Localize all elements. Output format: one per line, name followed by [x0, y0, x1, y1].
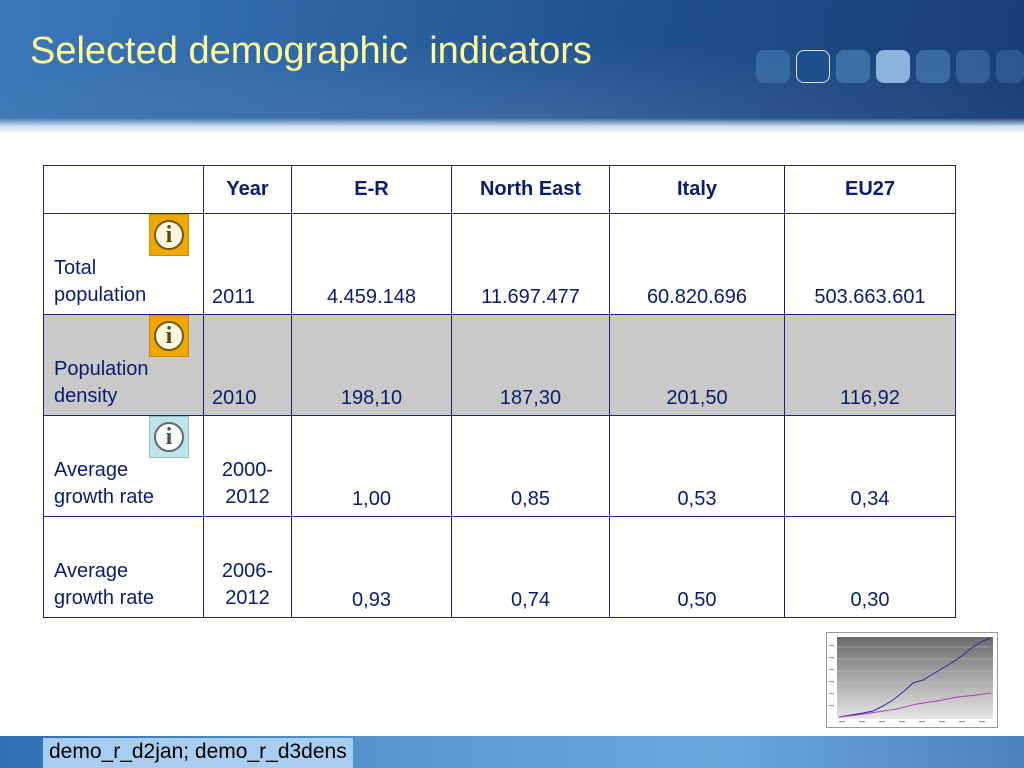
header-cell-eu27: EU27: [784, 165, 956, 214]
table-row-average-growth-2006-2012: Average growth rate 2006- 2012 0,93 0,74…: [43, 516, 956, 618]
value-cell-er: 198,10: [291, 314, 452, 416]
row-label-line1: Total: [54, 257, 97, 279]
row-label-line2: growth rate: [54, 587, 155, 609]
info-button[interactable]: i: [149, 315, 189, 357]
info-button[interactable]: i: [149, 416, 189, 458]
value-cell-north-east: 11.697.477: [451, 213, 610, 315]
thumbnail-gridlines: [837, 646, 993, 708]
value-cell-er: 0,93: [291, 516, 452, 618]
value-cell-north-east: 187,30: [451, 314, 610, 416]
table-row-total-population: i Total population 2011 4.459.148 11.697…: [43, 213, 956, 315]
table-row-average-growth-2000-2012: i Average growth rate 2000- 2012 1,00 0,…: [43, 415, 956, 517]
thumbnail-line-series: [838, 637, 992, 718]
year-cell: 2011: [203, 213, 292, 315]
row-label: i Total population: [43, 213, 204, 315]
value-cell-north-east: 0,74: [451, 516, 610, 618]
info-icon: i: [154, 321, 184, 351]
row-label-line2: growth rate: [54, 486, 155, 508]
deco-square: [836, 50, 870, 83]
value-cell-italy: 60.820.696: [609, 213, 785, 315]
row-label-line1: Average: [54, 459, 129, 481]
deco-square: [996, 50, 1024, 83]
row-label-line1: Population: [54, 358, 149, 380]
info-icon: i: [154, 422, 184, 452]
value-cell-eu27: 116,92: [784, 314, 956, 416]
deco-square: [916, 50, 950, 83]
deco-square: [956, 50, 990, 83]
table-row-population-density: i Population density 2010 198,10 187,30 …: [43, 314, 956, 416]
year-line2: 2012: [225, 587, 270, 609]
value-cell-er: 1,00: [291, 415, 452, 517]
table-header-row: Year E-R North East Italy EU27: [43, 165, 956, 214]
chart-thumbnail-image: [827, 633, 997, 727]
row-label-line2: density: [54, 385, 118, 407]
info-icon: i: [154, 220, 184, 250]
header-banner: Selected demographic indicators: [0, 0, 1024, 132]
thumbnail-axis-ticks: [829, 645, 985, 723]
year-line2: 2012: [225, 486, 270, 508]
row-label-line1: Average: [54, 560, 129, 582]
chart-thumbnail[interactable]: [826, 632, 998, 728]
deco-square: [796, 50, 830, 83]
value-cell-er: 4.459.148: [291, 213, 452, 315]
value-cell-italy: 0,50: [609, 516, 785, 618]
row-label: i Average growth rate: [43, 415, 204, 517]
year-line1: 2006-: [221, 560, 274, 582]
header-cell-empty: [43, 165, 204, 214]
header-cell-er: E-R: [291, 165, 452, 214]
value-cell-north-east: 0,85: [451, 415, 610, 517]
year-cell: 2006- 2012: [203, 516, 292, 618]
value-cell-eu27: 0,30: [784, 516, 956, 618]
value-cell-italy: 0,53: [609, 415, 785, 517]
row-label-line2: population: [54, 284, 147, 306]
deco-square: [876, 50, 910, 83]
value-cell-italy: 201,50: [609, 314, 785, 416]
header-cell-year: Year: [203, 165, 292, 214]
header-cell-north-east: North East: [451, 165, 610, 214]
deco-square: [756, 50, 790, 83]
slide-title: Selected demographic indicators: [30, 30, 592, 72]
year-line1: 2000-: [221, 459, 274, 481]
row-label: Average growth rate: [43, 516, 204, 618]
year-cell: 2010: [203, 314, 292, 416]
value-cell-eu27: 0,34: [784, 415, 956, 517]
indicators-table: Year E-R North East Italy EU27 i Total p…: [43, 165, 956, 618]
source-label: demo_r_d2jan; demo_r_d3dens: [43, 738, 353, 768]
year-cell: 2000- 2012: [203, 415, 292, 517]
thumbnail-line-series: [838, 692, 992, 718]
info-button[interactable]: i: [149, 214, 189, 256]
thumbnail-plot-area: [837, 637, 993, 719]
value-cell-eu27: 503.663.601: [784, 213, 956, 315]
row-label: i Population density: [43, 314, 204, 416]
header-cell-italy: Italy: [609, 165, 785, 214]
